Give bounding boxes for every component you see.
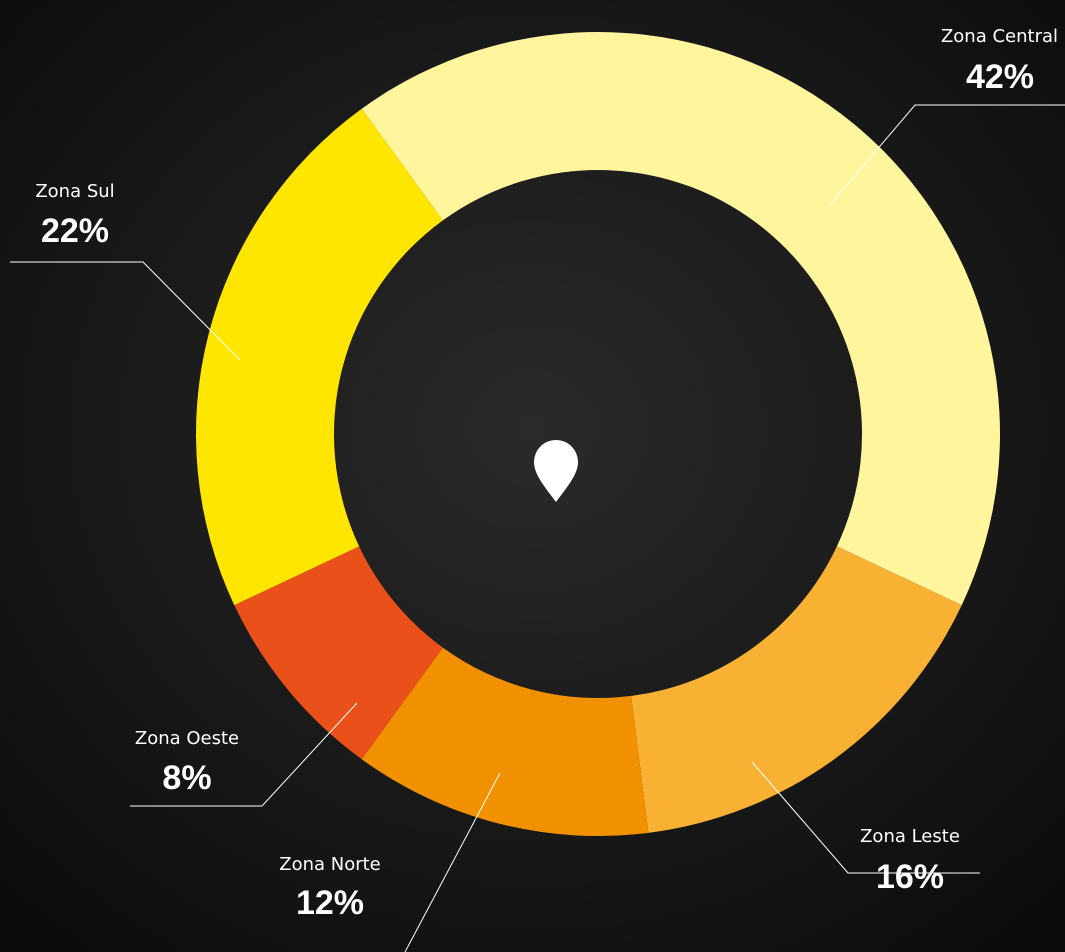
- slice-name: Zona Oeste: [135, 728, 239, 749]
- slice-name: Zona Sul: [35, 181, 114, 202]
- slice-name: Zona Norte: [279, 854, 381, 875]
- slice-name: Zona Leste: [860, 826, 960, 847]
- slice-value: 8%: [162, 759, 211, 797]
- slice-name: Zona Central: [941, 26, 1058, 47]
- chart: Zona Central 42% Zona Leste 16% Zona Nor…: [0, 0, 1065, 952]
- slice-value: 42%: [966, 58, 1034, 96]
- slice-value: 22%: [41, 212, 109, 250]
- slice-value: 16%: [876, 858, 944, 896]
- page: Zona Central 42% Zona Leste 16% Zona Nor…: [0, 0, 1065, 952]
- slice-value: 12%: [296, 884, 364, 922]
